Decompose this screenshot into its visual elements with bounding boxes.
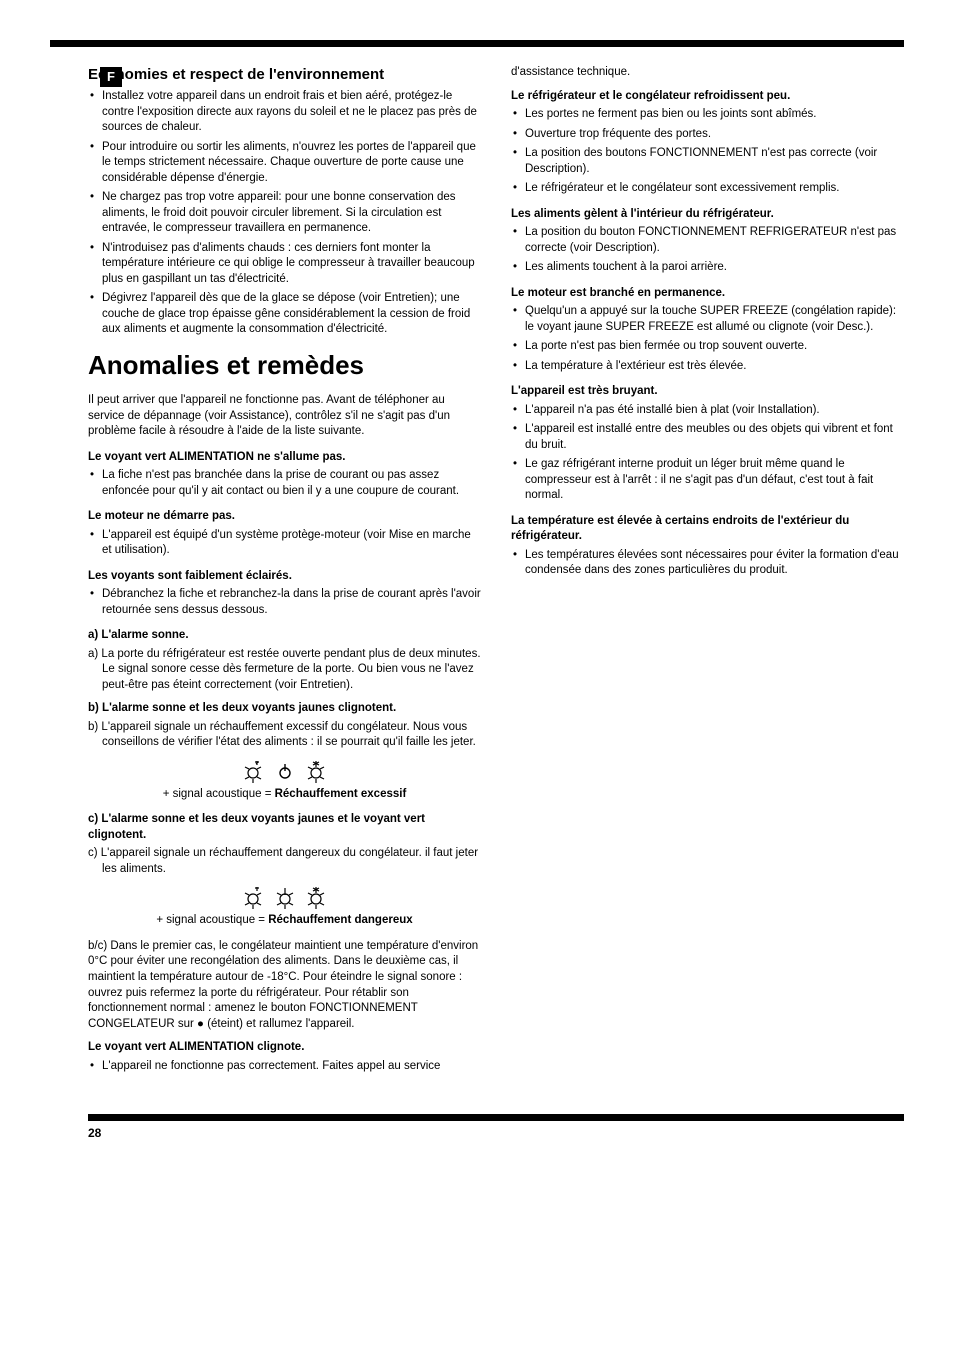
list-item: L'appareil est installé entre des meuble…	[511, 422, 904, 453]
two-column-layout: Economies et respect de l'environnement …	[88, 65, 904, 1084]
subhead: b) L'alarme sonne et les deux voyants ja…	[88, 701, 481, 717]
acoustic-label: + signal acoustique = Réchauffement dang…	[88, 913, 481, 929]
list-item: L'appareil n'a pas été installé bien à p…	[511, 403, 904, 419]
bullet-list: L'appareil ne fonctionne pas correctemen…	[88, 1059, 481, 1075]
list-item: L'appareil ne fonctionne pas correctemen…	[88, 1059, 481, 1075]
acoustic-prefix: + signal acoustique =	[156, 914, 268, 926]
snowflake-flash-icon	[302, 883, 330, 911]
subhead: La température est élevée à certains end…	[511, 514, 904, 545]
acoustic-label: + signal acoustique = Réchauffement exce…	[88, 787, 481, 803]
thermometer-flash-icon	[239, 883, 267, 911]
list-item: Le gaz réfrigérant interne produit un lé…	[511, 457, 904, 504]
icon-row-dangereux	[88, 883, 481, 911]
subhead: Le moteur ne démarre pas.	[88, 509, 481, 525]
icon-row-excessif	[88, 757, 481, 785]
list-item: Ouverture trop fréquente des portes.	[511, 127, 904, 143]
paragraph: b) L'appareil signale un réchauffement e…	[88, 720, 481, 751]
subhead: c) L'alarme sonne et les deux voyants ja…	[88, 812, 481, 843]
bullet-list: Quelqu'un a appuyé sur la touche SUPER F…	[511, 304, 904, 374]
list-item: Installez votre appareil dans un endroit…	[88, 89, 481, 136]
subhead: Le moteur est branché en permanence.	[511, 286, 904, 302]
continuation-text: d'assistance technique.	[511, 65, 904, 81]
list-item: La position des boutons FONCTIONNEMENT n…	[511, 146, 904, 177]
bullet-list: La fiche n'est pas branchée dans la pris…	[88, 468, 481, 499]
bullet-list: Les températures élevées sont nécessaire…	[511, 548, 904, 579]
list-item: La température à l'extérieur est très él…	[511, 359, 904, 375]
language-tab: F	[100, 67, 122, 87]
acoustic-bold: Réchauffement dangereux	[268, 914, 412, 926]
paragraph: a) La porte du réfrigérateur est restée …	[88, 647, 481, 694]
list-item: Dégivrez l'appareil dès que de la glace …	[88, 291, 481, 338]
bc-paragraph: b/c) Dans le premier cas, le congélateur…	[88, 939, 481, 1032]
list-item: Le réfrigérateur et le congélateur sont …	[511, 181, 904, 197]
power-flash-icon	[271, 883, 299, 911]
acoustic-prefix: + signal acoustique =	[163, 788, 275, 800]
page-footer: 28	[88, 1114, 904, 1141]
right-column: d'assistance technique. Le réfrigérateur…	[511, 65, 904, 1084]
left-column: Economies et respect de l'environnement …	[88, 65, 481, 1084]
page-content: F Economies et respect de l'environnemen…	[50, 65, 904, 1141]
list-item: Pour introduire ou sortir les aliments, …	[88, 140, 481, 187]
anomalies-heading: Anomalies et remèdes	[88, 348, 481, 383]
bullet-list: Les portes ne ferment pas bien ou les jo…	[511, 107, 904, 197]
list-item: Les portes ne ferment pas bien ou les jo…	[511, 107, 904, 123]
economies-heading: Economies et respect de l'environnement	[88, 65, 481, 85]
snowflake-icon	[302, 757, 330, 785]
subhead: Les voyants sont faiblement éclairés.	[88, 569, 481, 585]
list-item: Débranchez la fiche et rebranchez-la dan…	[88, 587, 481, 618]
list-item: La fiche n'est pas branchée dans la pris…	[88, 468, 481, 499]
bullet-list: L'appareil est équipé d'un système protè…	[88, 528, 481, 559]
bullet-list: L'appareil n'a pas été installé bien à p…	[511, 403, 904, 504]
bullet-list: La position du bouton FONCTIONNEMENT REF…	[511, 225, 904, 276]
top-bar	[50, 40, 904, 47]
list-item: La position du bouton FONCTIONNEMENT REF…	[511, 225, 904, 256]
list-item: L'appareil est équipé d'un système protè…	[88, 528, 481, 559]
bullet-list: Débranchez la fiche et rebranchez-la dan…	[88, 587, 481, 618]
power-icon	[271, 757, 299, 785]
economies-list: Installez votre appareil dans un endroit…	[88, 89, 481, 338]
thermometer-icon	[239, 757, 267, 785]
list-item: La porte n'est pas bien fermée ou trop s…	[511, 339, 904, 355]
paragraph: c) L'appareil signale un réchauffement d…	[88, 846, 481, 877]
subhead: L'appareil est très bruyant.	[511, 384, 904, 400]
subhead: a) L'alarme sonne.	[88, 628, 481, 644]
list-item: Les températures élevées sont nécessaire…	[511, 548, 904, 579]
page-number: 28	[88, 1126, 101, 1140]
list-item: Les aliments touchent à la paroi arrière…	[511, 260, 904, 276]
subhead: Le réfrigérateur et le congélateur refro…	[511, 89, 904, 105]
acoustic-bold: Réchauffement excessif	[275, 788, 407, 800]
list-item: Ne chargez pas trop votre appareil: pour…	[88, 190, 481, 237]
anomalies-intro: Il peut arriver que l'appareil ne foncti…	[88, 393, 481, 440]
subhead: Le voyant vert ALIMENTATION clignote.	[88, 1040, 481, 1056]
subhead: Les aliments gèlent à l'intérieur du réf…	[511, 207, 904, 223]
list-item: Quelqu'un a appuyé sur la touche SUPER F…	[511, 304, 904, 335]
subhead: Le voyant vert ALIMENTATION ne s'allume …	[88, 450, 481, 466]
list-item: N'introduisez pas d'aliments chauds : ce…	[88, 241, 481, 288]
